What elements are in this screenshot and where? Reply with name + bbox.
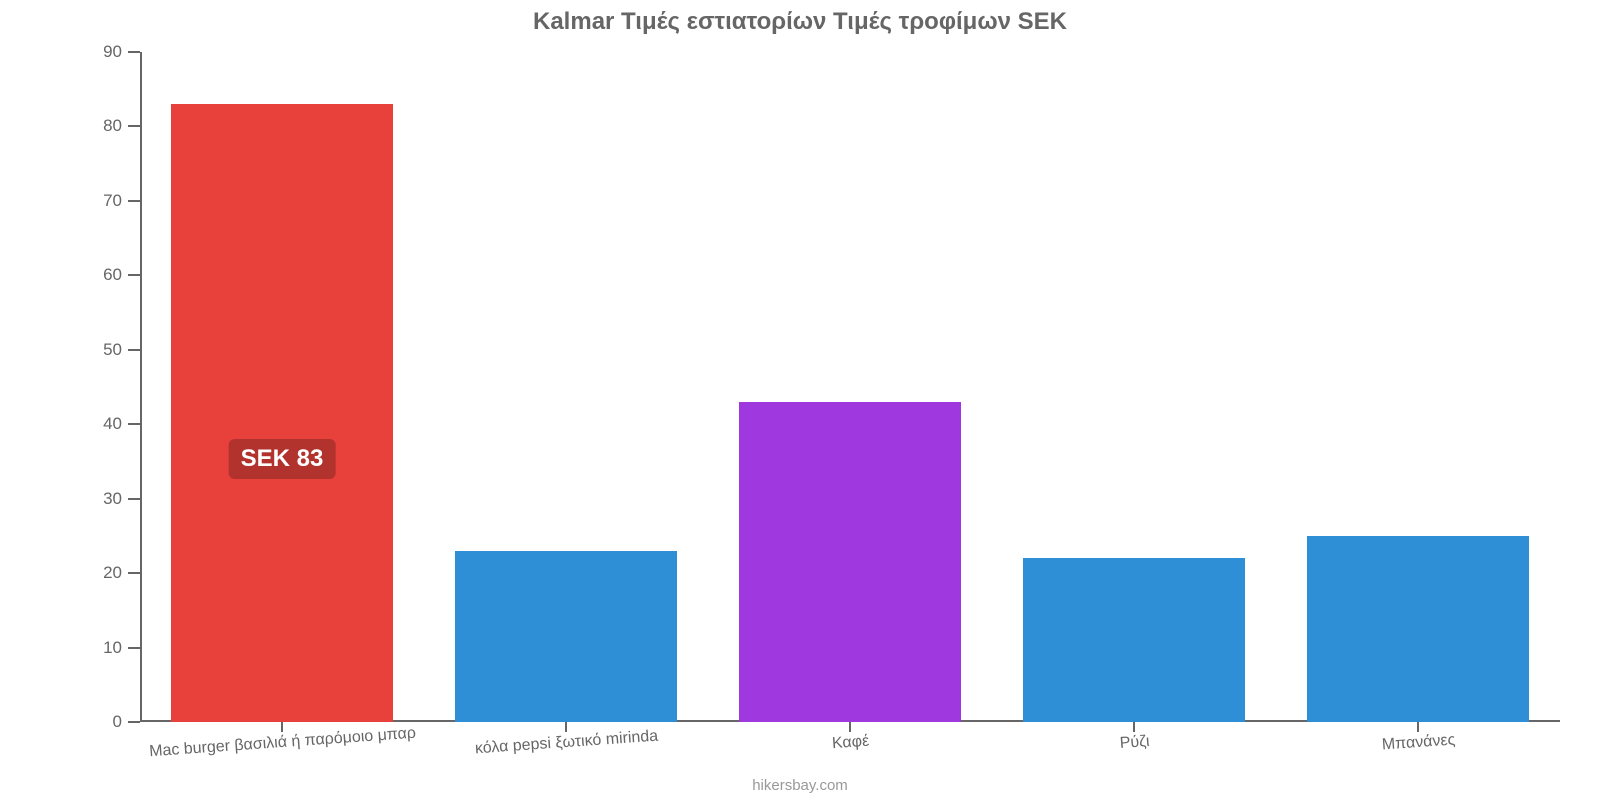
x-tick-label: Ρύζι — [1119, 733, 1150, 753]
y-tick-label: 90 — [103, 42, 122, 62]
y-tick — [128, 721, 140, 723]
x-tick-label: Μπανάνες — [1381, 731, 1456, 754]
y-tick-label: 10 — [103, 638, 122, 658]
y-tick — [128, 349, 140, 351]
y-tick-label: 20 — [103, 563, 122, 583]
bar: SEK 83 — [171, 104, 393, 722]
y-tick — [128, 423, 140, 425]
bar: SEK 25 — [1307, 536, 1529, 722]
y-tick — [128, 274, 140, 276]
y-tick — [128, 647, 140, 649]
y-tick — [128, 51, 140, 53]
x-tick — [1417, 722, 1419, 732]
bar: SEK 23 — [455, 551, 677, 722]
chart-container: Kalmar Τιμές εστιατορίων Τιμές τροφίμων … — [0, 0, 1600, 800]
y-tick-label: 30 — [103, 489, 122, 509]
y-tick-label: 50 — [103, 340, 122, 360]
x-tick-label: κόλα pepsi ξωτικό mirinda — [474, 728, 658, 759]
value-badge: SEK 83 — [229, 439, 336, 479]
plot-area: SEK 83SEK 23SEK 43SEK 22SEK 25 010203040… — [140, 52, 1560, 722]
y-tick-label: 0 — [113, 712, 122, 732]
y-tick — [128, 498, 140, 500]
y-tick — [128, 200, 140, 202]
bar: SEK 22 — [1023, 558, 1245, 722]
bars-layer: SEK 83 SEK 23 SEK 43 SEK 22 SEK 25 — [140, 52, 1560, 722]
y-tick-label: 70 — [103, 191, 122, 211]
x-tick — [281, 722, 283, 732]
y-tick-label: 40 — [103, 414, 122, 434]
x-tick — [1133, 722, 1135, 732]
bar: SEK 43 — [739, 402, 961, 722]
x-tick — [849, 722, 851, 732]
y-tick — [128, 125, 140, 127]
attribution-text: hikersbay.com — [0, 777, 1600, 794]
chart-title: Kalmar Τιμές εστιατορίων Τιμές τροφίμων … — [0, 8, 1600, 36]
x-tick-label: Καφέ — [831, 733, 869, 754]
y-tick-label: 80 — [103, 116, 122, 136]
x-tick — [565, 722, 567, 732]
y-tick-label: 60 — [103, 265, 122, 285]
y-tick — [128, 572, 140, 574]
